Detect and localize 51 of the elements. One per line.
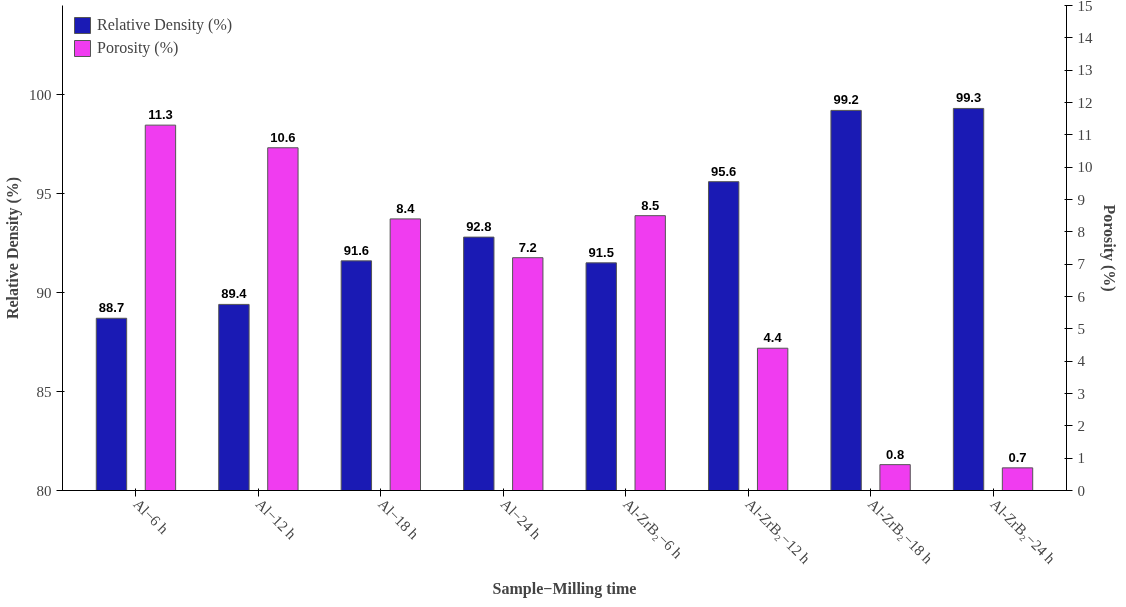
y2-tick-label: 3: [1077, 385, 1085, 402]
data-label: 8.4: [396, 200, 416, 216]
y2-tick-label: 7: [1077, 256, 1086, 273]
y-tick-label: 85: [36, 383, 52, 400]
y2-tick-label: 2: [1077, 417, 1085, 434]
data-label: 0.8: [886, 446, 905, 462]
bar: [879, 464, 911, 491]
y2-tick-label: 4: [1077, 353, 1086, 370]
y2-tick-label: 10: [1077, 159, 1093, 176]
y-axis-title: Relative Density (%): [4, 176, 22, 320]
y-tick-label: 100: [29, 86, 52, 103]
bar: [756, 347, 789, 491]
y-tick-label: 80: [36, 482, 52, 499]
y2-tick-label: 13: [1077, 62, 1093, 79]
data-label: 8.5: [641, 197, 660, 213]
y2-tick-label: 12: [1077, 94, 1093, 111]
y2-tick-label: 0: [1077, 482, 1085, 499]
x-tick-label: Al−6 h: [130, 495, 172, 538]
y2-tick-label: 5: [1077, 320, 1085, 337]
data-label: 92.8: [466, 219, 492, 235]
data-label: 4.4: [763, 330, 783, 346]
bar: [512, 257, 544, 491]
bar: [144, 124, 177, 491]
data-label: 88.7: [98, 300, 125, 316]
data-label: 95.6: [711, 163, 737, 179]
data-label: 99.2: [833, 92, 859, 108]
data-label: 10.6: [270, 129, 296, 145]
y2-tick-label: 8: [1077, 223, 1085, 240]
y-tick-label: 95: [36, 185, 52, 202]
data-label: 89.4: [221, 286, 248, 302]
data-label: 0.7: [1008, 449, 1027, 465]
legend-label: Relative Density (%): [97, 16, 233, 34]
y-tick-label: 90: [36, 284, 52, 301]
y2-tick-label: 14: [1077, 29, 1093, 46]
x-axis-title: Sample−Milling time: [492, 580, 637, 599]
bar: [267, 147, 299, 491]
data-label: 7.2: [518, 239, 537, 255]
data-label: 91.5: [588, 244, 614, 260]
y2-tick-label: 6: [1077, 288, 1086, 305]
y2-tick-label: 11: [1077, 126, 1092, 143]
data-label: 11.3: [148, 107, 173, 123]
bar: [634, 215, 666, 491]
legend-label: Porosity (%): [97, 39, 179, 57]
bar: [389, 218, 422, 491]
y2-tick-label: 1: [1077, 450, 1085, 467]
y2-tick-label: 15: [1077, 0, 1093, 14]
data-label: 91.6: [343, 242, 370, 258]
y2-tick-label: 9: [1077, 191, 1085, 208]
y2-axis-title: Porosity (%): [1099, 204, 1118, 292]
bar: [1001, 467, 1034, 491]
data-label: 99.3: [955, 90, 982, 106]
